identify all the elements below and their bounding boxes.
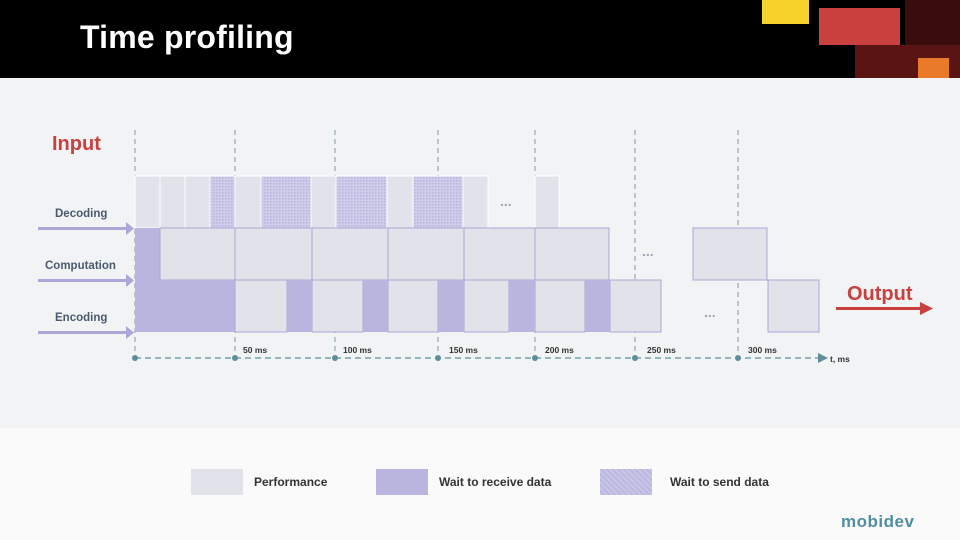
encoding-wait-block <box>135 280 235 332</box>
computation-row-blocks <box>135 227 768 281</box>
ellipsis-decoding: ... <box>500 193 512 209</box>
decoding-block <box>462 175 489 229</box>
row-label-encoding: Encoding <box>55 312 107 324</box>
tick-label: 300 ms <box>748 345 777 355</box>
tick-label: 100 ms <box>343 345 372 355</box>
row-label-decoding: Decoding <box>55 208 107 220</box>
computation-block <box>387 227 465 281</box>
input-arrows <box>38 222 134 339</box>
axis-tick-dot <box>435 355 441 361</box>
encoding-wait-block <box>585 280 610 332</box>
encoding-block <box>234 279 288 333</box>
legend-swatch-performance <box>191 469 243 495</box>
decoding-wait-block <box>260 175 312 229</box>
computation-block <box>234 227 313 281</box>
decoding-block <box>534 175 560 229</box>
ellipsis-computation: ... <box>642 243 654 259</box>
legend-swatch-wait-receive <box>376 469 428 495</box>
axis-tick-dot <box>632 355 638 361</box>
encoding-block <box>311 279 364 333</box>
deco-square-yellow <box>762 0 809 24</box>
computation-block <box>463 227 536 281</box>
axis-tick-dot <box>232 355 238 361</box>
decoding-row-blocks <box>134 175 560 229</box>
encoding-block <box>609 279 662 333</box>
input-label: Input <box>52 133 101 155</box>
decoding-block <box>386 175 414 229</box>
ellipsis-encoding: ... <box>704 304 716 320</box>
legend-label-wait-receive: Wait to receive data <box>439 475 552 489</box>
decoding-block <box>134 175 161 229</box>
encoding-wait-block <box>287 280 312 332</box>
axis-tick-dot <box>532 355 538 361</box>
axis-label: t, ms <box>830 354 850 364</box>
tick-label: 50 ms <box>243 345 267 355</box>
slide-title: Time profiling <box>80 19 294 55</box>
encoding-block <box>463 279 510 333</box>
deco-square-maroon <box>905 0 960 45</box>
encoding-wait-block <box>509 280 535 332</box>
encoding-row-blocks <box>135 279 820 333</box>
row-label-computation: Computation <box>45 260 116 272</box>
deco-square-red <box>819 8 900 45</box>
computation-block <box>692 227 768 281</box>
legend-background <box>0 428 960 540</box>
legend-label-performance: Performance <box>254 475 328 489</box>
legend-swatch-wait-send <box>600 469 652 495</box>
decoding-block <box>159 175 186 229</box>
computation-block <box>534 227 610 281</box>
computation-block <box>159 227 236 281</box>
legend-label-wait-send: Wait to send data <box>670 475 769 489</box>
encoding-block <box>767 279 820 333</box>
time-axis <box>132 353 828 363</box>
output-label: Output <box>847 283 913 305</box>
encoding-wait-block <box>363 280 388 332</box>
encoding-block <box>387 279 439 333</box>
encoding-wait-block <box>438 280 464 332</box>
tick-label: 200 ms <box>545 345 574 355</box>
tick-label: 250 ms <box>647 345 676 355</box>
decoding-block <box>310 175 337 229</box>
computation-wait-block <box>135 228 160 280</box>
decoding-wait-block <box>335 175 388 229</box>
decoding-block <box>184 175 211 229</box>
computation-block <box>311 227 389 281</box>
decoding-block <box>234 175 262 229</box>
mobidev-logo: mobidev <box>841 512 915 531</box>
axis-tick-dot <box>332 355 338 361</box>
decoding-wait-block <box>209 175 236 229</box>
axis-tick-dot <box>132 355 138 361</box>
output-arrow <box>836 302 933 315</box>
axis-tick-dot <box>735 355 741 361</box>
tick-label: 150 ms <box>449 345 478 355</box>
encoding-block <box>534 279 586 333</box>
decoding-wait-block <box>412 175 464 229</box>
